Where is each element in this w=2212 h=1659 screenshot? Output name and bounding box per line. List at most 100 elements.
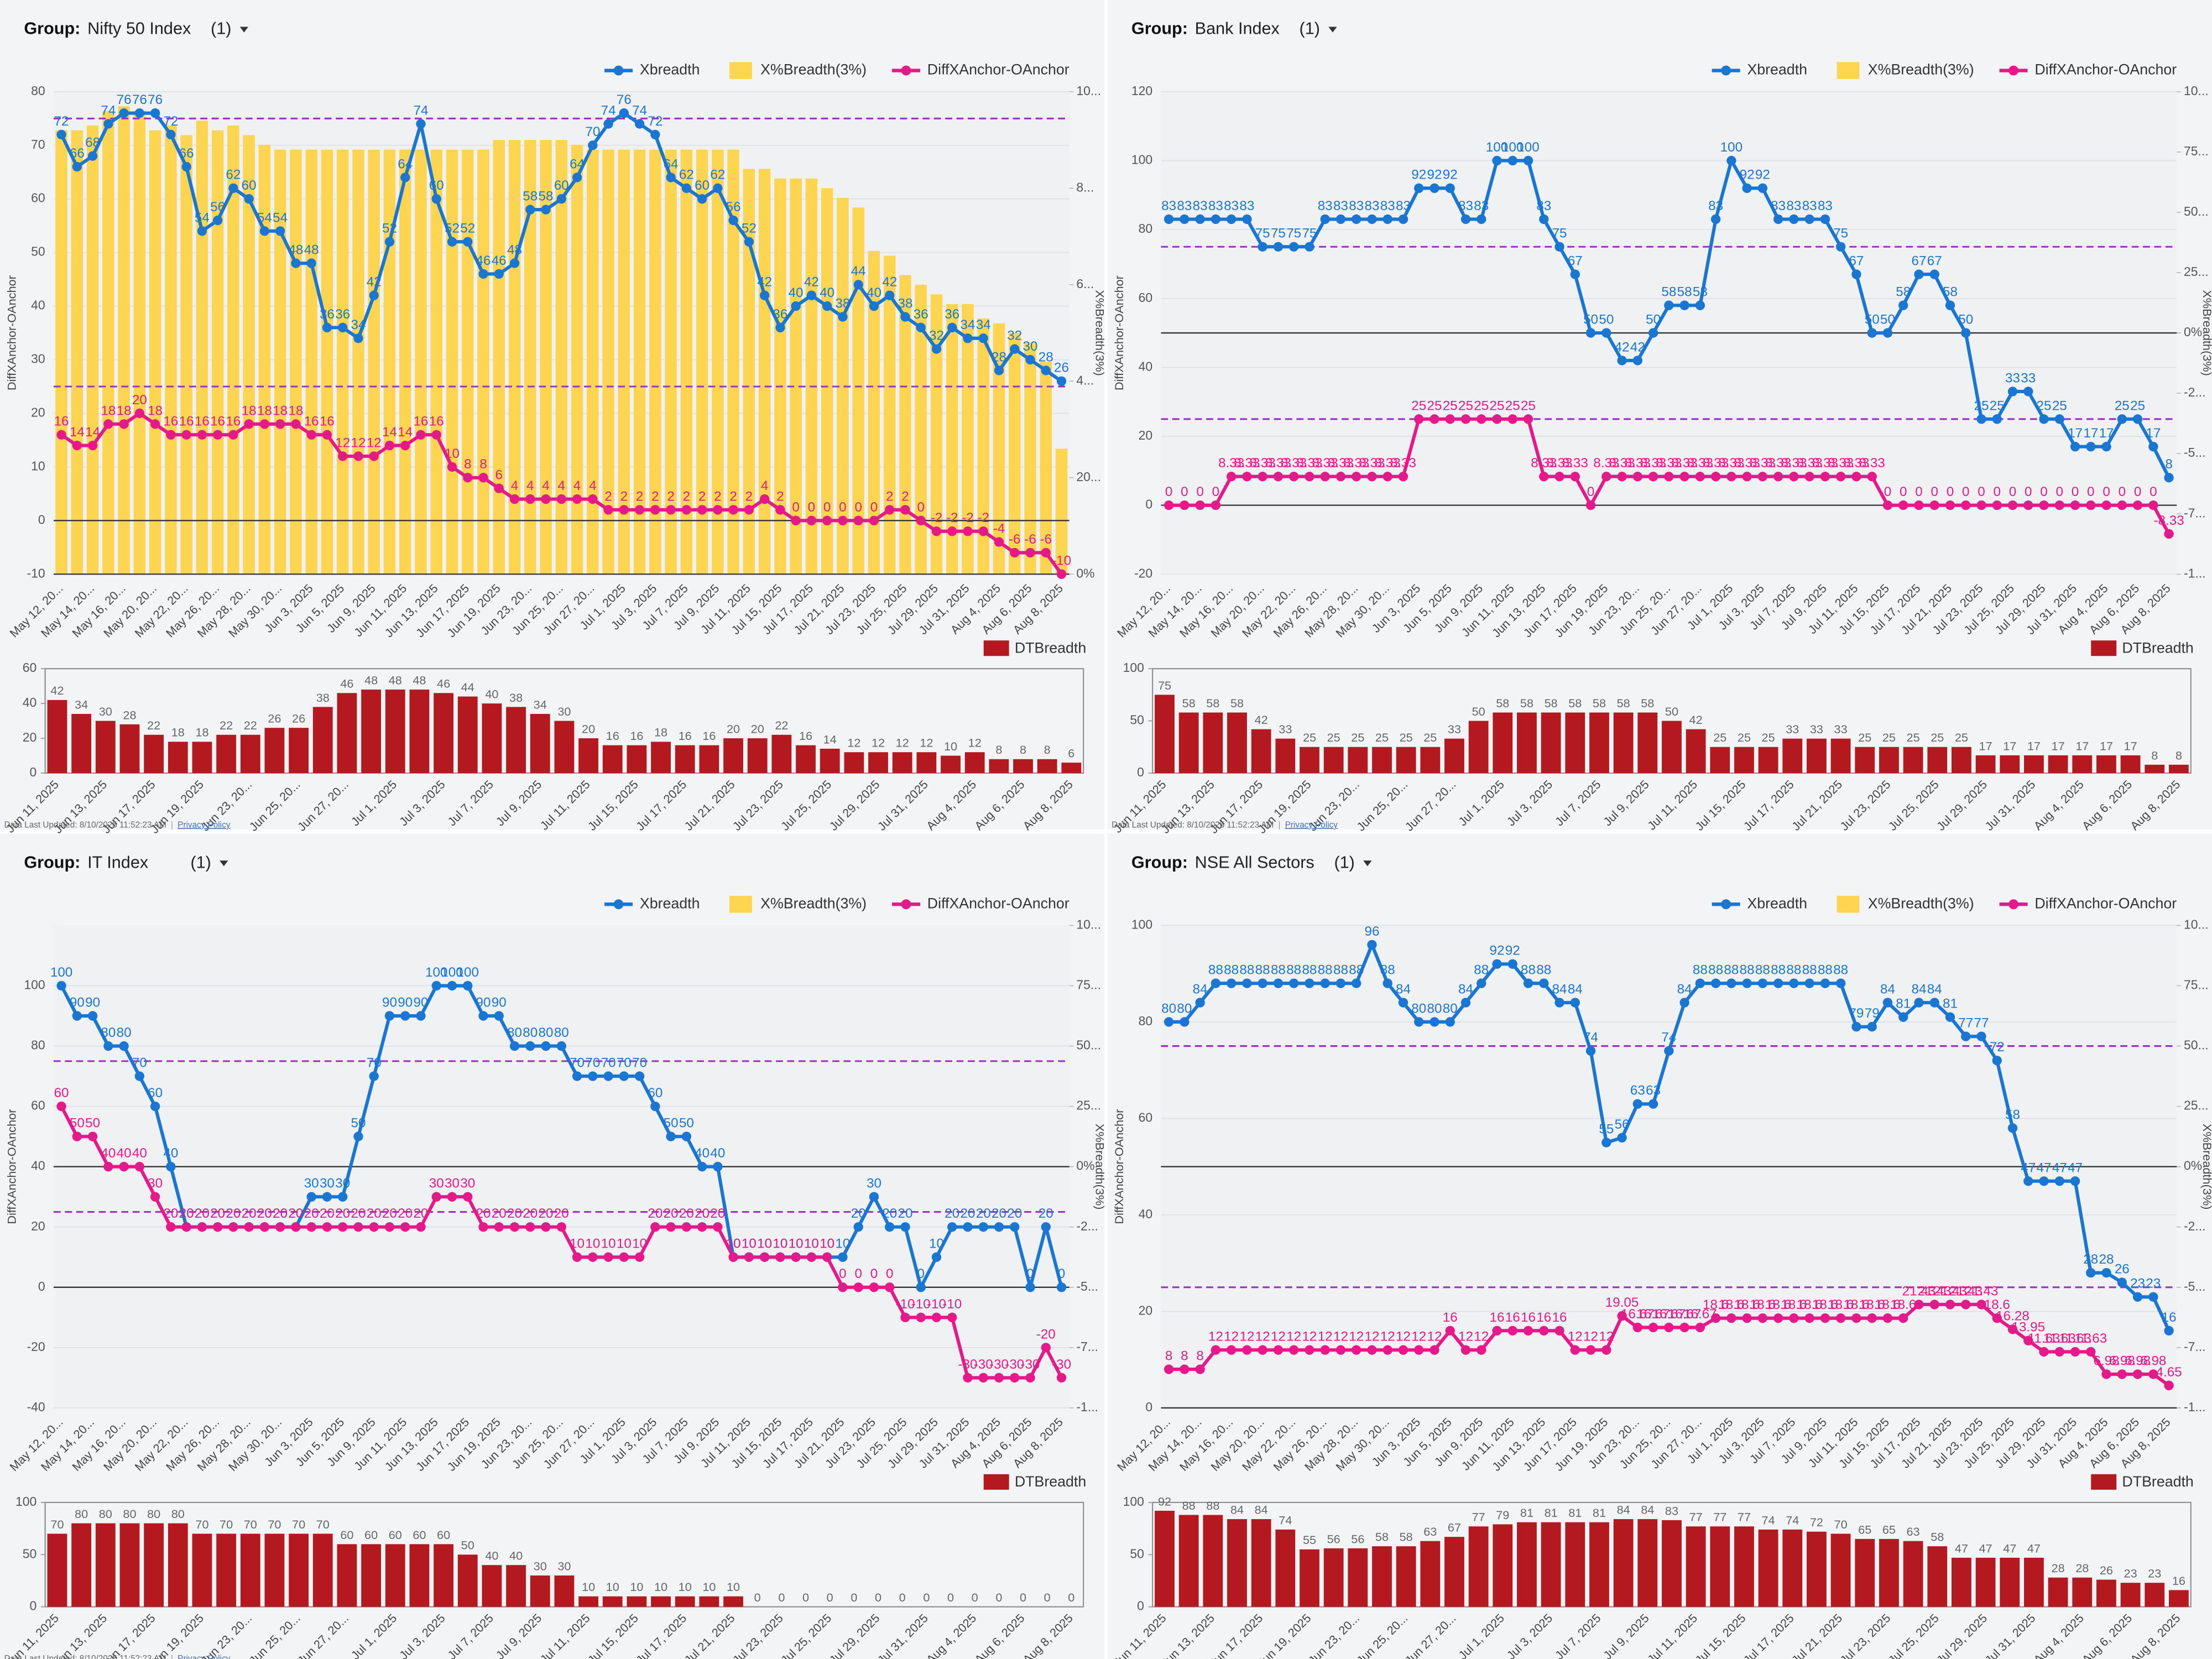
data-label: 34 [976,317,991,332]
data-label: 60 [648,1086,662,1100]
data-point [994,1222,1004,1232]
dropdown-caret[interactable] [1363,860,1372,867]
y2-tick-label: -5... [2184,445,2206,460]
data-point [650,1101,660,1112]
data-point [275,419,285,429]
data-point [384,440,395,451]
data-label: 75 [1271,226,1286,241]
data-point [666,1131,676,1141]
data-point [885,290,895,300]
data-label: 16 [429,414,444,429]
bar-value-label: 40 [485,1549,498,1563]
data-point [2117,500,2127,510]
group-filter[interactable]: (1) [1334,853,1354,872]
data-label: 84 [1193,982,1208,997]
group-filter[interactable]: (1) [1300,19,1320,38]
data-label: 0 [1978,484,1985,499]
data-label: 77 [1958,1016,1973,1031]
data-label: 67 [1849,254,1864,269]
data-point [1010,547,1020,558]
data-point [1539,472,1549,482]
bar-value-label: 84 [1255,1503,1268,1516]
data-point [634,119,645,129]
bar-value-label: 30 [557,705,571,718]
data-label: -4 [993,521,1005,536]
data-label: 74 [601,103,616,118]
privacy-link[interactable]: Privacy Policy [1285,820,1338,830]
data-label: 8.33 [1797,456,1823,471]
bar [409,1544,430,1607]
data-label: 20 [382,1206,397,1221]
data-point [1710,1313,1721,1323]
data-label: 83 [1177,199,1192,213]
data-point [1383,1345,1392,1355]
data-point [666,505,676,515]
y2-tick-label: -5... [1076,1279,1098,1293]
data-point [322,322,332,333]
privacy-link[interactable]: Privacy Policy [178,1654,231,1659]
data-label: 10 [757,1237,772,1251]
data-point [978,333,988,343]
bar [1013,759,1033,773]
data-point [1585,500,1596,510]
data-label: 40 [789,285,804,300]
bar [2000,755,2020,773]
bar [493,140,505,575]
data-label: 20 [648,1206,662,1221]
data-label: 40 [820,285,834,300]
bar-value-label: 25 [1423,731,1437,744]
data-point [181,430,191,440]
data-label: 20 [554,1206,569,1221]
privacy-link[interactable]: Privacy Policy [178,820,231,830]
data-point [56,129,66,140]
data-label: 14 [398,425,413,440]
data-point [1961,1031,1971,1041]
bar-value-label: 80 [171,1507,185,1521]
data-label: 48 [304,242,319,257]
bar-value-label: 92 [1158,1494,1171,1508]
bar [771,734,792,773]
data-point [1773,1313,1783,1323]
bar-value-label: 26 [268,712,281,726]
data-label: 12 [1349,1329,1364,1344]
data-label: 54 [195,210,210,225]
group-filter[interactable]: (1) [190,853,211,872]
y-tick-label: -40 [27,1400,45,1414]
legend-swatch [1837,62,1860,79]
dropdown-caret[interactable] [239,27,249,33]
data-label: 44 [851,264,866,279]
bar [727,149,739,575]
bar [743,169,755,575]
data-label: 20 [539,1206,554,1221]
data-label: 70 [585,1056,600,1071]
data-label: 74 [414,103,429,118]
dropdown-caret[interactable] [1328,27,1337,33]
data-point [2164,1380,2174,1391]
data-point [1695,472,1705,482]
group-filter[interactable]: (1) [211,19,231,38]
data-label: 4 [526,478,534,493]
data-point [1648,472,1658,482]
data-point [1258,978,1267,988]
data-label: 10 [835,1237,850,1251]
bar-value-label: 8 [1044,743,1051,757]
y2-tick-label: 25... [1076,1098,1101,1113]
data-point [916,1282,926,1292]
data-point [1460,998,1471,1008]
y2-tick-label: 0% [2184,325,2202,339]
data-point [431,194,441,204]
data-point [713,1162,723,1172]
bar [290,149,302,575]
dropdown-caret[interactable] [220,860,228,867]
y2-tick-label: 0% [2184,1159,2202,1173]
y-tick-label: 0 [38,1279,45,1293]
legend-item: Xbreadth [1712,895,1807,911]
data-point [1757,978,1768,988]
y-tick-label: 80 [31,84,45,98]
bar [820,748,840,773]
data-label: 8.33 [1828,456,1854,471]
data-point [994,366,1004,375]
data-point [447,1192,457,1202]
data-label: 52 [445,221,460,236]
data-label: 0 [1947,484,1954,499]
